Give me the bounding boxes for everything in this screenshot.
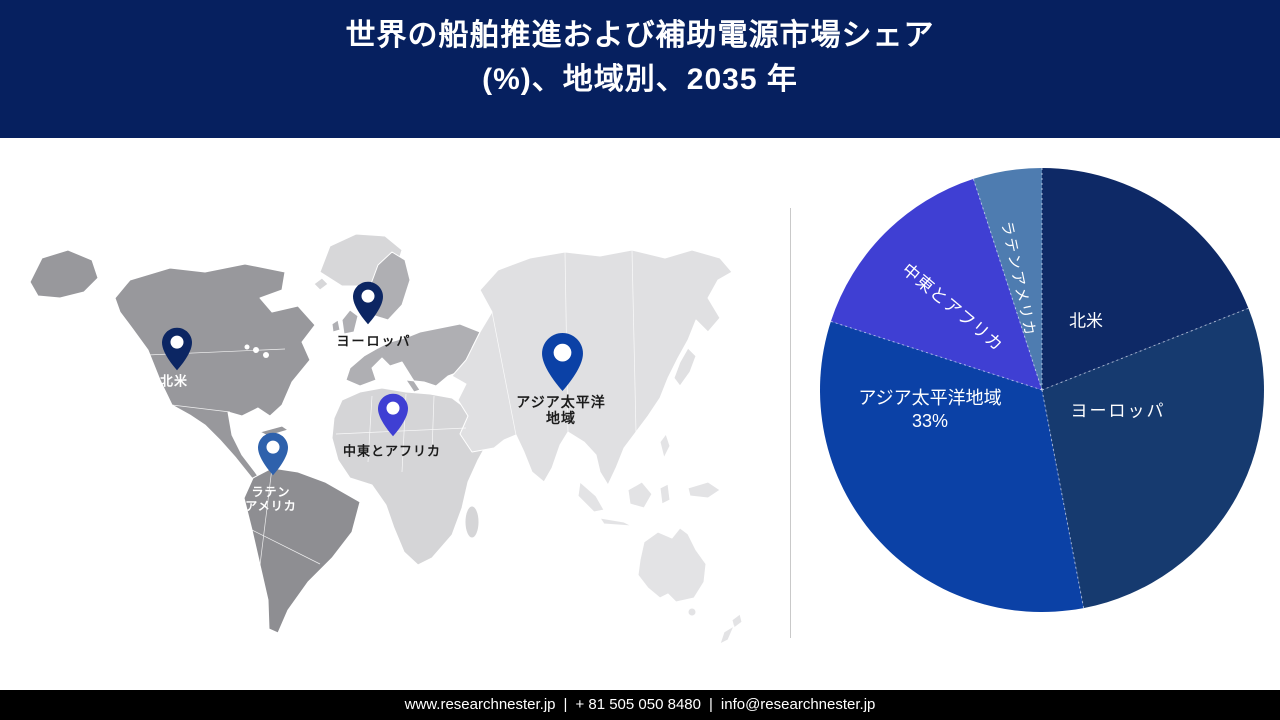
pie-label-text: ヨーロッパ	[1070, 401, 1166, 421]
map-sulawesi	[659, 483, 671, 505]
map-cuba	[259, 425, 289, 437]
country-borders	[123, 249, 637, 566]
pie-slice-boundary	[830, 320, 1043, 391]
map-new-guinea	[687, 481, 721, 499]
pin-icon	[542, 333, 583, 391]
map-label-text: 北米	[159, 373, 189, 389]
pie-chart	[820, 168, 1264, 613]
map-iceland	[313, 277, 329, 291]
page-title-line2: (%)、地域別、2035 年	[482, 63, 798, 96]
pin-latin-america	[258, 432, 288, 476]
map-japan	[673, 347, 697, 387]
world-map	[29, 233, 743, 645]
footer-email: info@researchnester.jp	[720, 696, 876, 713]
footer-separator: |	[563, 696, 568, 713]
map-asia	[451, 249, 733, 486]
pie-slice-boundary	[972, 178, 1043, 391]
map-europe	[345, 323, 481, 393]
map-south-america	[243, 467, 361, 634]
map-label-text: 中東とアフリカ	[342, 443, 442, 459]
map-africa	[331, 387, 489, 566]
pin-asia-pacific	[539, 333, 586, 391]
map-tasmania	[687, 607, 697, 617]
pie-slice-boundary	[1041, 389, 1085, 609]
vertical-divider	[790, 208, 791, 638]
footer-separator: |	[708, 696, 713, 713]
map-nz-north	[731, 613, 743, 629]
map-borneo	[627, 481, 653, 509]
pin-middle-east-africa	[378, 393, 408, 437]
map-label-text: アメリカ	[245, 499, 297, 513]
footer-bar: www.researchnester.jp | + 81 505 050 8480 |…	[0, 690, 1280, 720]
pie-label-text: アジア太平洋地域	[858, 388, 1002, 408]
pin-icon	[162, 327, 192, 371]
pie-slice-2	[820, 321, 1084, 613]
map-label-europe: ヨーロッパ	[336, 331, 411, 350]
great-lakes	[244, 344, 269, 358]
map-north-america	[114, 263, 316, 483]
pie-slice-4	[973, 168, 1042, 390]
map-alaska	[29, 249, 99, 299]
pie-label-asia-pacific: アジア太平洋地域 33%	[858, 387, 1001, 433]
pie-label-text: 北米	[1069, 311, 1103, 331]
pie-label-europe: ヨーロッパ	[1071, 397, 1166, 422]
map-label-north-america: 北米	[160, 371, 188, 390]
header-banner: 世界の船舶推進および補助電源市場シェア (%)、地域別、2035 年	[0, 0, 1280, 138]
pin-icon	[258, 432, 288, 476]
map-label-latin-america: ラテン アメリカ	[245, 485, 296, 513]
pin-icon	[378, 393, 408, 437]
map-label-text: アジア太平洋	[516, 394, 606, 410]
map-java	[599, 517, 633, 527]
pie-value-label: 33%	[911, 411, 949, 431]
page-title-line1: 世界の船舶推進および補助電源市場シェア	[345, 19, 935, 52]
map-madagascar	[464, 505, 480, 539]
map-label-text: ラテン	[251, 485, 291, 499]
map-sumatra	[577, 481, 605, 513]
footer-phone: + 81 505 050 8480	[575, 696, 701, 713]
map-uk	[341, 309, 359, 335]
pie-slice-3	[830, 178, 1042, 390]
pie-slice-1	[1042, 308, 1264, 609]
pin-europe	[353, 281, 383, 325]
map-australia	[637, 527, 707, 603]
footer-website: www.researchnester.jp	[404, 696, 556, 713]
pie-slice-0	[1042, 168, 1249, 390]
map-nz-south	[719, 625, 735, 645]
map-label-text: 地域	[545, 410, 576, 426]
pin-icon	[353, 281, 383, 325]
map-ireland	[331, 319, 341, 333]
pie-label-north-america: 北米	[1069, 307, 1103, 332]
map-label-middle-east-africa: 中東とアフリカ	[343, 441, 441, 460]
map-label-text: ヨーロッパ	[336, 333, 412, 349]
map-philippines	[659, 433, 671, 459]
pie-slice-boundary	[1041, 307, 1249, 391]
pin-north-america	[162, 327, 192, 371]
map-label-asia-pacific: アジア太平洋 地域	[516, 394, 605, 426]
